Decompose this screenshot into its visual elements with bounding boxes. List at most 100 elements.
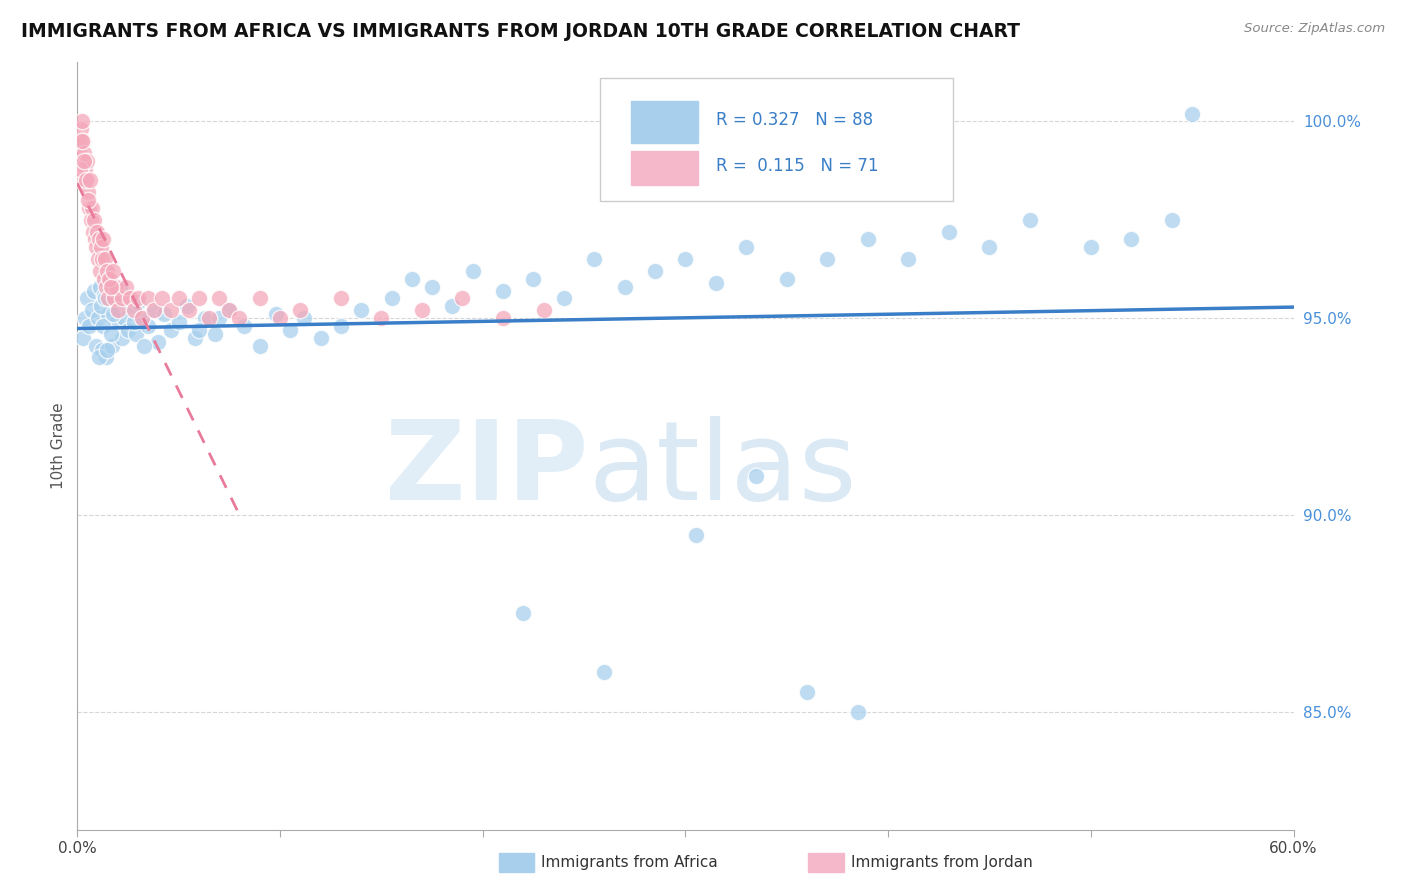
Point bbox=[107, 303, 129, 318]
Point bbox=[118, 292, 141, 306]
Point bbox=[278, 323, 301, 337]
Point bbox=[122, 303, 145, 318]
Point bbox=[350, 303, 373, 318]
Point bbox=[796, 685, 818, 699]
Point bbox=[1080, 240, 1102, 254]
Point bbox=[492, 311, 515, 326]
Point bbox=[121, 299, 143, 313]
Point bbox=[370, 311, 392, 326]
Point bbox=[93, 287, 115, 301]
Point bbox=[90, 343, 112, 357]
Point bbox=[111, 292, 134, 306]
Point bbox=[93, 252, 115, 267]
Point bbox=[512, 606, 534, 620]
Bar bbox=[631, 151, 697, 186]
Point bbox=[73, 145, 96, 160]
Point bbox=[218, 303, 240, 318]
Point bbox=[401, 272, 423, 286]
Point bbox=[69, 161, 91, 176]
Point bbox=[84, 339, 107, 353]
Point bbox=[856, 232, 879, 246]
Point bbox=[101, 264, 124, 278]
Point bbox=[91, 318, 114, 333]
Point bbox=[938, 225, 960, 239]
Point bbox=[72, 134, 94, 148]
Point bbox=[184, 331, 207, 345]
Point bbox=[411, 303, 433, 318]
Point bbox=[72, 114, 94, 128]
Point bbox=[745, 468, 768, 483]
Point bbox=[72, 331, 94, 345]
Point bbox=[97, 292, 120, 306]
Point bbox=[136, 292, 159, 306]
Point bbox=[143, 303, 166, 318]
Point bbox=[115, 279, 138, 293]
Point bbox=[75, 311, 97, 326]
Point bbox=[553, 292, 575, 306]
Point bbox=[122, 315, 145, 329]
Point bbox=[90, 240, 112, 254]
Point bbox=[86, 225, 108, 239]
Point bbox=[522, 272, 544, 286]
Point bbox=[167, 292, 190, 306]
Point bbox=[127, 292, 149, 306]
Point bbox=[96, 264, 118, 278]
Point bbox=[112, 311, 135, 326]
Point bbox=[79, 212, 101, 227]
Point bbox=[420, 279, 443, 293]
FancyBboxPatch shape bbox=[600, 78, 953, 201]
Point bbox=[134, 339, 156, 353]
Text: R =  0.115   N = 71: R = 0.115 N = 71 bbox=[716, 157, 879, 175]
Point bbox=[80, 303, 103, 318]
Point bbox=[309, 331, 332, 345]
Point bbox=[153, 307, 176, 321]
Point bbox=[583, 252, 606, 267]
Point bbox=[1019, 212, 1042, 227]
Point bbox=[735, 240, 758, 254]
Point bbox=[104, 315, 127, 329]
Point bbox=[98, 284, 121, 298]
Point bbox=[75, 173, 97, 187]
Point bbox=[194, 311, 217, 326]
Point bbox=[73, 153, 96, 168]
Point bbox=[100, 279, 122, 293]
Point bbox=[117, 323, 139, 337]
Point bbox=[77, 186, 100, 200]
Point bbox=[451, 292, 474, 306]
Point bbox=[979, 240, 1001, 254]
Point bbox=[97, 279, 120, 293]
Point bbox=[815, 252, 838, 267]
Point bbox=[329, 292, 352, 306]
Text: IMMIGRANTS FROM AFRICA VS IMMIGRANTS FROM JORDAN 10TH GRADE CORRELATION CHART: IMMIGRANTS FROM AFRICA VS IMMIGRANTS FRO… bbox=[21, 22, 1021, 41]
Point bbox=[86, 252, 108, 267]
Point bbox=[167, 315, 190, 329]
Point bbox=[67, 134, 90, 148]
Point bbox=[82, 225, 104, 239]
Point bbox=[94, 279, 117, 293]
Point bbox=[76, 193, 98, 207]
Text: Immigrants from Jordan: Immigrants from Jordan bbox=[851, 855, 1032, 870]
Point bbox=[75, 161, 97, 176]
Point bbox=[131, 311, 153, 326]
Point bbox=[79, 201, 101, 215]
Point bbox=[232, 318, 254, 333]
Point bbox=[776, 272, 799, 286]
Bar bbox=[631, 101, 697, 143]
Point bbox=[208, 311, 231, 326]
Text: ZIP: ZIP bbox=[385, 416, 588, 523]
Point bbox=[593, 665, 616, 680]
Text: Source: ZipAtlas.com: Source: ZipAtlas.com bbox=[1244, 22, 1385, 36]
Point bbox=[84, 240, 107, 254]
Y-axis label: 10th Grade: 10th Grade bbox=[51, 402, 66, 490]
Point bbox=[492, 284, 515, 298]
Point bbox=[96, 343, 118, 357]
Point bbox=[131, 311, 153, 326]
Point bbox=[90, 252, 112, 267]
Point bbox=[846, 705, 869, 719]
Point bbox=[127, 295, 149, 310]
Point bbox=[188, 323, 211, 337]
Point bbox=[103, 295, 125, 310]
Point bbox=[79, 173, 101, 187]
Point bbox=[441, 299, 464, 313]
Text: atlas: atlas bbox=[588, 416, 856, 523]
